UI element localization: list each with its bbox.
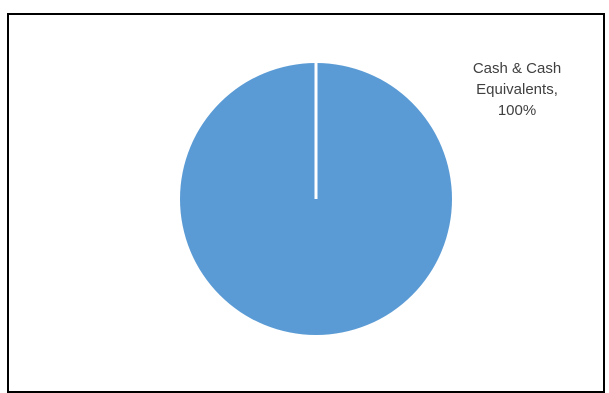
data-label-line-2: Equivalents, [476, 81, 558, 98]
pie-chart: Cash & Cash Equivalents, 100% [180, 60, 561, 335]
data-label-line-1: Cash & Cash [473, 60, 561, 77]
data-label-line-3: 100% [498, 102, 536, 119]
data-labels: Cash & Cash Equivalents, 100% [473, 60, 561, 119]
pie-slices [180, 63, 452, 335]
